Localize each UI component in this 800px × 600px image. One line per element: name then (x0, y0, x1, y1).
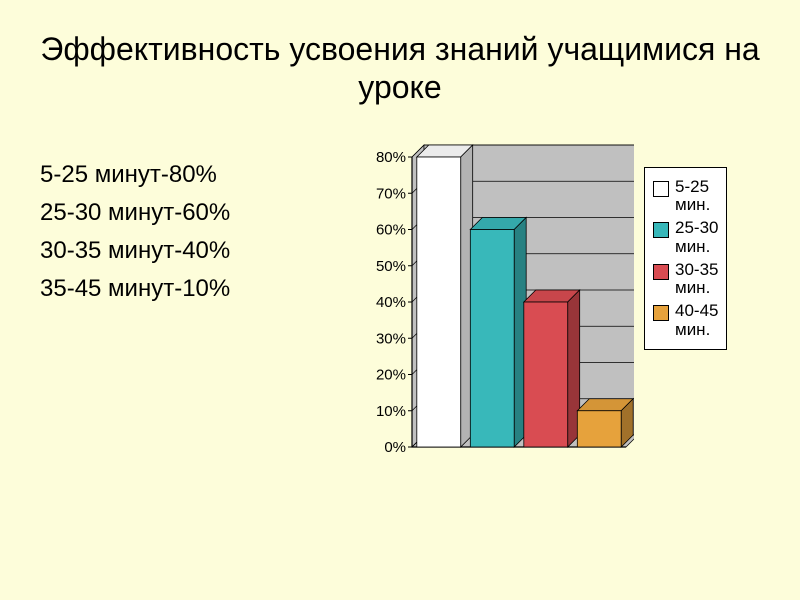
legend-item: 5-25 мин. (653, 178, 718, 215)
slide-root: Эффективность усвоения знаний учащимися … (0, 0, 800, 600)
svg-text:20%: 20% (376, 366, 406, 383)
svg-text:80%: 80% (376, 149, 406, 166)
legend-swatch (653, 305, 669, 321)
svg-text:0%: 0% (384, 439, 406, 456)
svg-text:50%: 50% (376, 258, 406, 275)
chart-column: 0% 10% 20% 30% 40% 50% 60% 70% 80% 5-25 мин. 25-3… (364, 137, 760, 477)
legend-swatch (653, 222, 669, 238)
chart-wrap: 0% 10% 20% 30% 40% 50% 60% 70% 80% 5-25 мин. 25-3… (364, 137, 727, 477)
svg-text:40%: 40% (376, 294, 406, 311)
text-line: 5-25 минут-80% (40, 157, 364, 193)
svg-text:60%: 60% (376, 221, 406, 238)
text-line: 30-35 минут-40% (40, 233, 364, 269)
svg-text:30%: 30% (376, 330, 406, 347)
legend-label: 5-25 мин. (675, 178, 710, 215)
text-line: 35-45 минут-10% (40, 271, 364, 307)
chart-legend: 5-25 мин. 25-30 мин. 30-35 мин. 40-45 мин. (644, 167, 727, 351)
legend-label: 30-35 мин. (675, 261, 718, 298)
text-column: 5-25 минут-80%25-30 минут-60%30-35 минут… (40, 137, 364, 309)
bar-chart: 0% 10% 20% 30% 40% 50% 60% 70% 80% (364, 137, 634, 477)
svg-text:70%: 70% (376, 185, 406, 202)
text-line: 25-30 минут-60% (40, 195, 364, 231)
content-row: 5-25 минут-80%25-30 минут-60%30-35 минут… (40, 137, 760, 570)
svg-text:10%: 10% (376, 403, 406, 420)
legend-label: 25-30 мин. (675, 219, 718, 256)
legend-swatch (653, 181, 669, 197)
legend-item: 25-30 мин. (653, 219, 718, 256)
legend-item: 40-45 мин. (653, 302, 718, 339)
legend-item: 30-35 мин. (653, 261, 718, 298)
legend-label: 40-45 мин. (675, 302, 718, 339)
page-title: Эффективность усвоения знаний учащимися … (40, 30, 760, 107)
legend-swatch (653, 264, 669, 280)
